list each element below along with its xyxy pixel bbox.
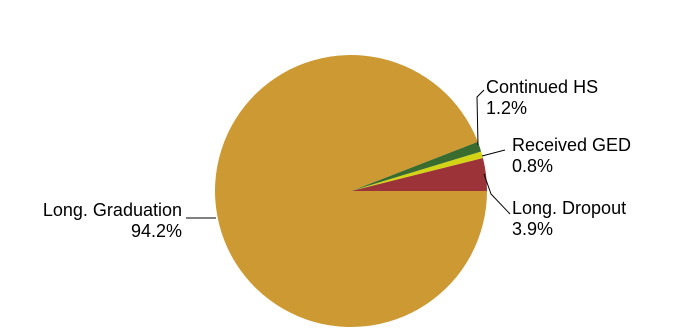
- slice-value-continued-hs: 1.2%: [486, 98, 527, 118]
- pie-slice-long-graduation: [215, 55, 487, 327]
- slice-label-received-ged: Received GED: [512, 135, 631, 155]
- leader-line-continued-hs: [477, 90, 484, 145]
- slice-label-long-graduation: Long. Graduation: [43, 200, 182, 220]
- slice-value-received-ged: 0.8%: [512, 156, 553, 176]
- leader-line-received-ged: [482, 150, 505, 156]
- leader-line-long-dropout: [484, 174, 510, 214]
- slice-value-long-graduation: 94.2%: [131, 221, 182, 241]
- slice-label-continued-hs: Continued HS: [486, 77, 598, 97]
- slice-label-long-dropout: Long. Dropout: [512, 198, 626, 218]
- slices-layer: [215, 55, 487, 327]
- slice-value-long-dropout: 3.9%: [512, 219, 553, 239]
